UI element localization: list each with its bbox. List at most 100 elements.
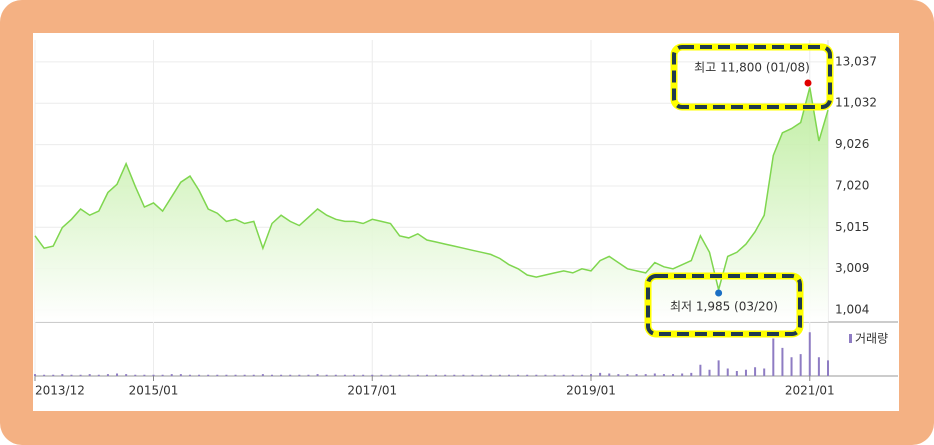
volume-bar (134, 374, 137, 376)
volume-bar (234, 374, 237, 376)
volume-bar (662, 374, 665, 376)
volume-bar (817, 357, 820, 376)
volume-bar (143, 374, 146, 376)
volume-bar (599, 372, 602, 376)
volume-bar (343, 374, 346, 376)
y-tick-label: 1,004 (835, 302, 869, 316)
y-tick-label: 11,032 (835, 96, 877, 110)
volume-bar (799, 354, 802, 376)
volume-bar (362, 374, 365, 376)
volume-bar (772, 338, 775, 376)
volume-bar (489, 374, 492, 376)
volume-bar (790, 357, 793, 376)
volume-bar (535, 374, 538, 376)
volume-bar (61, 374, 64, 376)
area (35, 87, 828, 323)
volume-bar (261, 374, 264, 376)
volume-bar (608, 373, 611, 376)
volume-bar (781, 347, 784, 376)
highlight-box (672, 45, 832, 109)
volume-bar (526, 374, 529, 376)
volume-bar (462, 374, 465, 376)
volume-bar (280, 374, 283, 376)
volume-bar (553, 374, 556, 376)
volume-bar (590, 374, 593, 376)
volume-bar (763, 368, 766, 376)
volume-bar (681, 373, 684, 376)
volume-bar (416, 374, 419, 376)
y-tick-label: 9,026 (835, 137, 869, 151)
volume-bar (116, 373, 119, 376)
volume-bar (744, 369, 747, 376)
x-tick-label: 2017/01 (347, 384, 397, 398)
volume-bar (198, 374, 201, 376)
volume-bar (52, 374, 55, 376)
volume-bar (435, 374, 438, 376)
volume-bar (571, 374, 574, 376)
volume-bar (170, 374, 173, 376)
volume-bar (644, 374, 647, 376)
volume-bar (88, 374, 91, 376)
volume-bar (726, 368, 729, 376)
volume-bar (316, 374, 319, 376)
volume-bar (808, 332, 811, 376)
volume-bar (43, 374, 46, 376)
volume-bar (34, 374, 36, 376)
volume-bar (325, 374, 328, 376)
y-tick-label: 5,015 (835, 220, 869, 234)
volume-bar (252, 374, 255, 376)
volume-bar (425, 374, 428, 376)
volume-bar (580, 374, 583, 376)
volume-bar (471, 374, 474, 376)
volume-bar (562, 374, 565, 376)
volume-bar (389, 374, 392, 376)
volume-bar (161, 374, 164, 376)
y-tick-label: 3,009 (835, 261, 869, 275)
volume-bar (544, 374, 547, 376)
x-tick-label: 2021/01 (785, 384, 835, 398)
volume-bar (480, 374, 483, 376)
x-tick-label: 2015/01 (129, 384, 179, 398)
volume-bar (225, 374, 228, 376)
volume-bar (653, 373, 656, 376)
volume-bar (298, 374, 301, 376)
volume-bar (216, 374, 219, 376)
volume-bar (699, 364, 702, 376)
y-tick-label: 7,020 (835, 178, 869, 192)
volume-bar (179, 374, 182, 376)
x-tick-label: 2019/01 (566, 384, 616, 398)
volume-bar (106, 374, 109, 376)
x-tick-label: 2013/12 (35, 384, 85, 398)
annotation-dot (715, 289, 723, 297)
annotation-text: 최고 11,800 (01/08) (694, 61, 810, 75)
volume-bar (453, 374, 456, 376)
volume-bar (152, 374, 155, 376)
volume-bar (444, 374, 447, 376)
volume-bar (97, 374, 100, 376)
volume-bar (827, 360, 829, 376)
volume-bar (507, 374, 510, 376)
volume-bar (243, 374, 246, 376)
price-line (34, 87, 829, 293)
volume-bar (517, 374, 520, 376)
volume-bar (334, 374, 337, 376)
volume-bar (270, 374, 273, 376)
volume-bar (380, 374, 383, 376)
volume-bar (79, 374, 82, 376)
volume-bar (70, 374, 73, 376)
volume-bar (498, 374, 501, 376)
legend-swatch (849, 334, 852, 343)
annotation-dot (804, 79, 812, 87)
volume-bar (690, 372, 693, 376)
volume-bar (626, 374, 629, 376)
volume-bar (289, 374, 292, 376)
volume-bar (371, 374, 374, 376)
volume-bar (635, 374, 638, 376)
volume-bar (407, 374, 410, 376)
y-tick-label: 13,037 (835, 54, 877, 68)
highlight-box (646, 274, 802, 336)
volume-bar (717, 360, 720, 376)
annotation-text: 최저 1,985 (03/20) (670, 300, 778, 314)
volume-bar (754, 367, 757, 376)
